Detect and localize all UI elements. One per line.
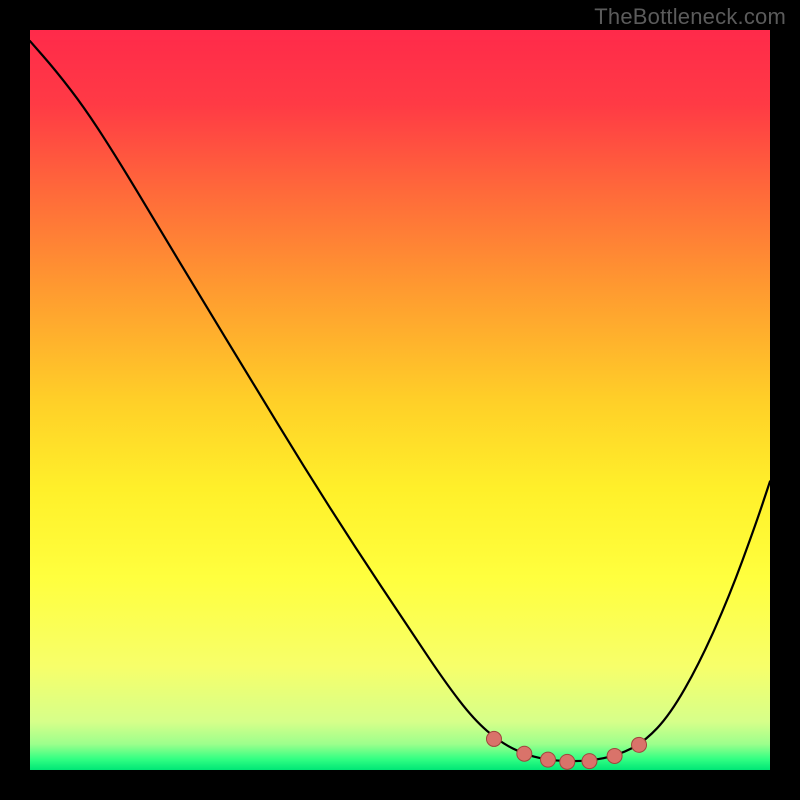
- optimal-marker: [486, 731, 501, 746]
- gradient-background: [30, 30, 770, 770]
- bottleneck-curve-chart: [30, 30, 770, 770]
- optimal-marker: [582, 754, 597, 769]
- optimal-marker: [517, 746, 532, 761]
- chart-frame: TheBottleneck.com: [0, 0, 800, 800]
- optimal-marker: [541, 752, 556, 767]
- optimal-marker: [607, 748, 622, 763]
- watermark-text: TheBottleneck.com: [594, 4, 786, 30]
- optimal-marker: [560, 754, 575, 769]
- optimal-marker: [632, 737, 647, 752]
- plot-area: [30, 30, 770, 770]
